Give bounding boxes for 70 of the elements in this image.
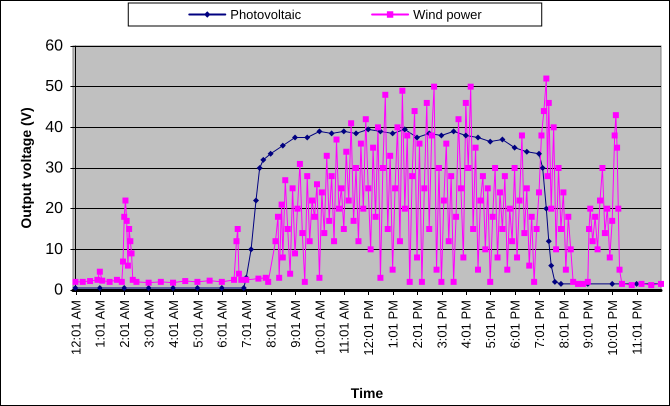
y-tick-label: 60 bbox=[45, 38, 64, 54]
x-tick-label: 1:01 AM bbox=[92, 300, 108, 348]
x-tick-label: 5:01 PM bbox=[483, 300, 498, 348]
point bbox=[268, 150, 274, 157]
point bbox=[353, 130, 360, 136]
x-tick-label: 6:01 PM bbox=[508, 300, 523, 348]
point bbox=[536, 150, 542, 157]
x-tick-label: 2:01 AM bbox=[117, 300, 132, 348]
x-tick-label: 10:01 AM bbox=[312, 300, 328, 355]
point bbox=[462, 132, 469, 138]
point bbox=[524, 148, 530, 155]
x-tick-label: 10:01 PM bbox=[605, 300, 620, 356]
point bbox=[540, 165, 546, 171]
y-tick-label: 50 bbox=[45, 78, 64, 96]
y-tick-label: 0 bbox=[54, 282, 64, 298]
y-tick-label: 20 bbox=[45, 200, 64, 218]
point bbox=[328, 130, 335, 136]
x-tick-label: 12:01 AM bbox=[68, 300, 84, 355]
x-tick-label: 3:01 PM bbox=[434, 300, 450, 348]
legend-label: Wind power bbox=[413, 7, 482, 22]
legend-label: Photovoltaic bbox=[230, 7, 302, 22]
x-tick-label: 7:01 AM bbox=[239, 300, 254, 348]
point bbox=[96, 284, 103, 291]
point bbox=[475, 134, 482, 140]
point bbox=[240, 284, 247, 291]
x-tick-label: 9:01 PM bbox=[580, 300, 596, 348]
x-tick-label: 11:01 PM bbox=[630, 300, 645, 355]
point bbox=[365, 126, 372, 132]
x-tick-label: 2:01 PM bbox=[410, 300, 425, 348]
point bbox=[402, 126, 408, 132]
point bbox=[304, 134, 310, 140]
point bbox=[438, 132, 444, 138]
point bbox=[487, 138, 494, 145]
point bbox=[340, 128, 347, 134]
x-tick-label: 4:01 PM bbox=[458, 300, 474, 348]
x-axis-title: Time bbox=[350, 385, 384, 401]
point bbox=[558, 280, 564, 287]
point bbox=[260, 156, 266, 163]
point bbox=[552, 278, 558, 285]
y-tick-label: 10 bbox=[45, 240, 64, 258]
y-tick-label: 40 bbox=[45, 118, 64, 136]
point bbox=[548, 262, 554, 269]
x-tick-label: 11:01 AM bbox=[336, 300, 352, 354]
y-axis-title: Output voltage (V) bbox=[18, 107, 34, 229]
point bbox=[512, 144, 518, 151]
point bbox=[121, 284, 128, 291]
point bbox=[316, 128, 322, 134]
x-tick-label: 8:01 AM bbox=[264, 300, 279, 348]
point bbox=[256, 165, 263, 171]
point bbox=[546, 238, 552, 244]
point bbox=[414, 134, 420, 140]
x-tick-label: 6:01 AM bbox=[214, 300, 230, 348]
point bbox=[280, 142, 286, 149]
y-tick-label: 30 bbox=[45, 160, 64, 176]
x-tick-label: 3:01 AM bbox=[142, 300, 157, 348]
point bbox=[248, 246, 254, 252]
point bbox=[499, 136, 506, 143]
point bbox=[252, 198, 259, 204]
x-tick-label: 4:01 AM bbox=[166, 300, 181, 348]
x-tick-label: 12:01 PM bbox=[361, 300, 376, 356]
point bbox=[72, 284, 78, 291]
point bbox=[390, 130, 396, 136]
x-tick-label: 9:01 AM bbox=[288, 300, 303, 348]
point bbox=[609, 280, 616, 287]
x-tick-label: 8:01 PM bbox=[556, 300, 572, 348]
point bbox=[218, 284, 225, 291]
point bbox=[450, 128, 457, 134]
x-tick-label: 7:01 PM bbox=[532, 300, 547, 348]
x-tick-label: 1:01 PM bbox=[386, 300, 401, 348]
x-tick-label: 5:01 AM bbox=[190, 300, 206, 348]
